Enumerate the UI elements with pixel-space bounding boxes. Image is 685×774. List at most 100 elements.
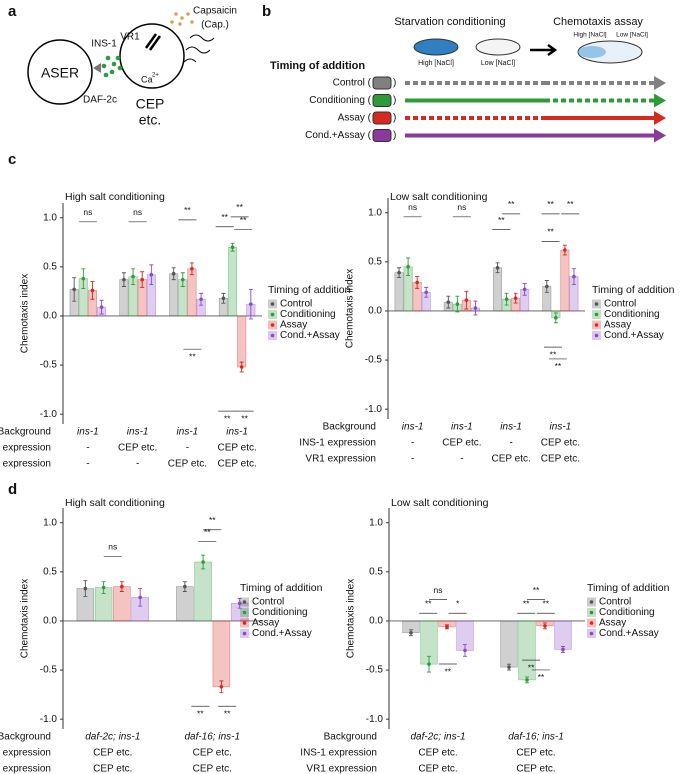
x-tick-label: ins-1 <box>550 422 572 433</box>
ligand-label: INS-1 <box>91 39 117 50</box>
ion-label: Ca <box>141 74 153 84</box>
arrow-head <box>654 93 666 108</box>
mean-point <box>427 662 431 666</box>
legend-label: Assay <box>252 618 279 629</box>
y-tick-label: 1.0 <box>43 212 57 223</box>
x-tick-label: - <box>86 459 89 470</box>
charts: High salt conditioning Chemotaxis index - 1… <box>0 191 675 774</box>
tube-icon <box>372 129 392 142</box>
bar <box>187 268 197 317</box>
row-label: VR1 expression <box>305 454 376 465</box>
row-label-close: ) <box>393 95 396 106</box>
mean-point <box>409 630 413 635</box>
row-label: Background <box>323 422 376 433</box>
row-label: Background <box>324 732 377 743</box>
legend-label: Assay <box>599 618 626 629</box>
mean-point <box>543 624 547 628</box>
stage-label: Chemotaxis assay <box>553 16 643 28</box>
y-tick-label: 0.0 <box>368 306 382 317</box>
mean-point <box>219 684 224 689</box>
legend-label: Control <box>599 597 631 608</box>
mean-point <box>122 277 126 282</box>
significance-label: ** <box>523 599 530 609</box>
legend-label: Cond.+Assay <box>252 628 312 639</box>
dish <box>475 38 521 56</box>
mean-point <box>83 586 88 591</box>
significance-label: ** <box>204 527 211 537</box>
significance-label: ** <box>538 672 545 682</box>
panel-label: c <box>8 151 16 168</box>
cell-label: ASER <box>41 65 79 81</box>
y-tick-label: 0.0 <box>43 616 57 627</box>
receptor-icon <box>93 63 101 73</box>
row-label: INS-1 expression <box>299 438 376 449</box>
mean-point <box>473 306 478 310</box>
legend-label: Conditioning <box>604 309 660 320</box>
significance-label: ** <box>425 599 432 609</box>
row-label: INS-1 expression <box>0 443 51 454</box>
mean-point <box>237 601 242 606</box>
y-tick-label: -0.5 <box>365 355 383 366</box>
legend-dot <box>270 333 275 338</box>
significance-label: ** <box>209 515 216 525</box>
legend-dot <box>589 631 594 636</box>
x-tick-label: - <box>411 454 414 465</box>
legend-title: Timing of addition <box>587 582 670 594</box>
mean-point <box>446 300 451 304</box>
mean-point <box>525 678 529 682</box>
legend-dot <box>594 302 599 306</box>
mean-point <box>131 274 135 279</box>
row-label-close: ) <box>393 130 396 141</box>
significance-label: ** <box>236 202 243 212</box>
legend-label: Assay <box>280 320 307 331</box>
mean-point <box>239 365 244 369</box>
dish <box>413 38 459 56</box>
legend-label: Conditioning <box>252 607 308 618</box>
mean-point <box>455 302 460 306</box>
x-tick-label: - <box>509 438 512 449</box>
y-axis-label: Chemotaxis index <box>346 579 357 658</box>
mean-point <box>171 271 176 276</box>
legend-dot <box>594 312 599 317</box>
x-tick-label: CEP etc. <box>418 764 457 774</box>
legend-dot <box>589 621 594 625</box>
mean-point <box>249 302 253 306</box>
mean-point <box>522 287 527 292</box>
row-label: Background <box>0 427 51 438</box>
mean-point <box>513 296 518 300</box>
y-tick-label: 0.5 <box>43 261 57 272</box>
mean-point <box>495 265 500 270</box>
significance-label: ** <box>221 212 228 222</box>
row-label: INS-1 expression <box>0 748 51 759</box>
chart-title: High salt conditioning <box>65 497 165 509</box>
legend-label: Control <box>280 299 312 310</box>
significance-label: ** <box>547 199 554 209</box>
significance-label: * <box>456 599 460 609</box>
legend-dot <box>589 600 594 604</box>
legend-dot <box>589 610 594 615</box>
bar <box>493 267 503 312</box>
mean-point <box>445 625 449 629</box>
row-label: Cond.+Assay ( <box>305 130 372 141</box>
chart-title: Low salt conditioning <box>391 497 489 509</box>
bar <box>194 561 212 622</box>
capsaicin-dots <box>170 12 194 26</box>
timing-title: Timing of addition <box>270 60 365 72</box>
x-tick-label: - <box>411 438 414 449</box>
bar <box>554 620 572 650</box>
diagram-a: ASER INS-1 DAF-2c CEP etc. VR1 Capsaicin… <box>27 6 237 128</box>
row-label: VR1 expression <box>0 764 51 774</box>
x-tick-label: CEP etc. <box>442 438 481 449</box>
significance-label: ** <box>550 349 557 359</box>
mean-point <box>149 272 154 277</box>
cell-label: CEP <box>136 96 165 112</box>
drug-label: (Cap.) <box>201 20 229 31</box>
mean-point <box>181 277 185 282</box>
significance-label: ** <box>533 585 540 595</box>
bar <box>500 620 518 668</box>
cell-label: etc. <box>139 112 162 128</box>
legend-dot <box>270 323 275 327</box>
mean-point <box>183 584 187 589</box>
